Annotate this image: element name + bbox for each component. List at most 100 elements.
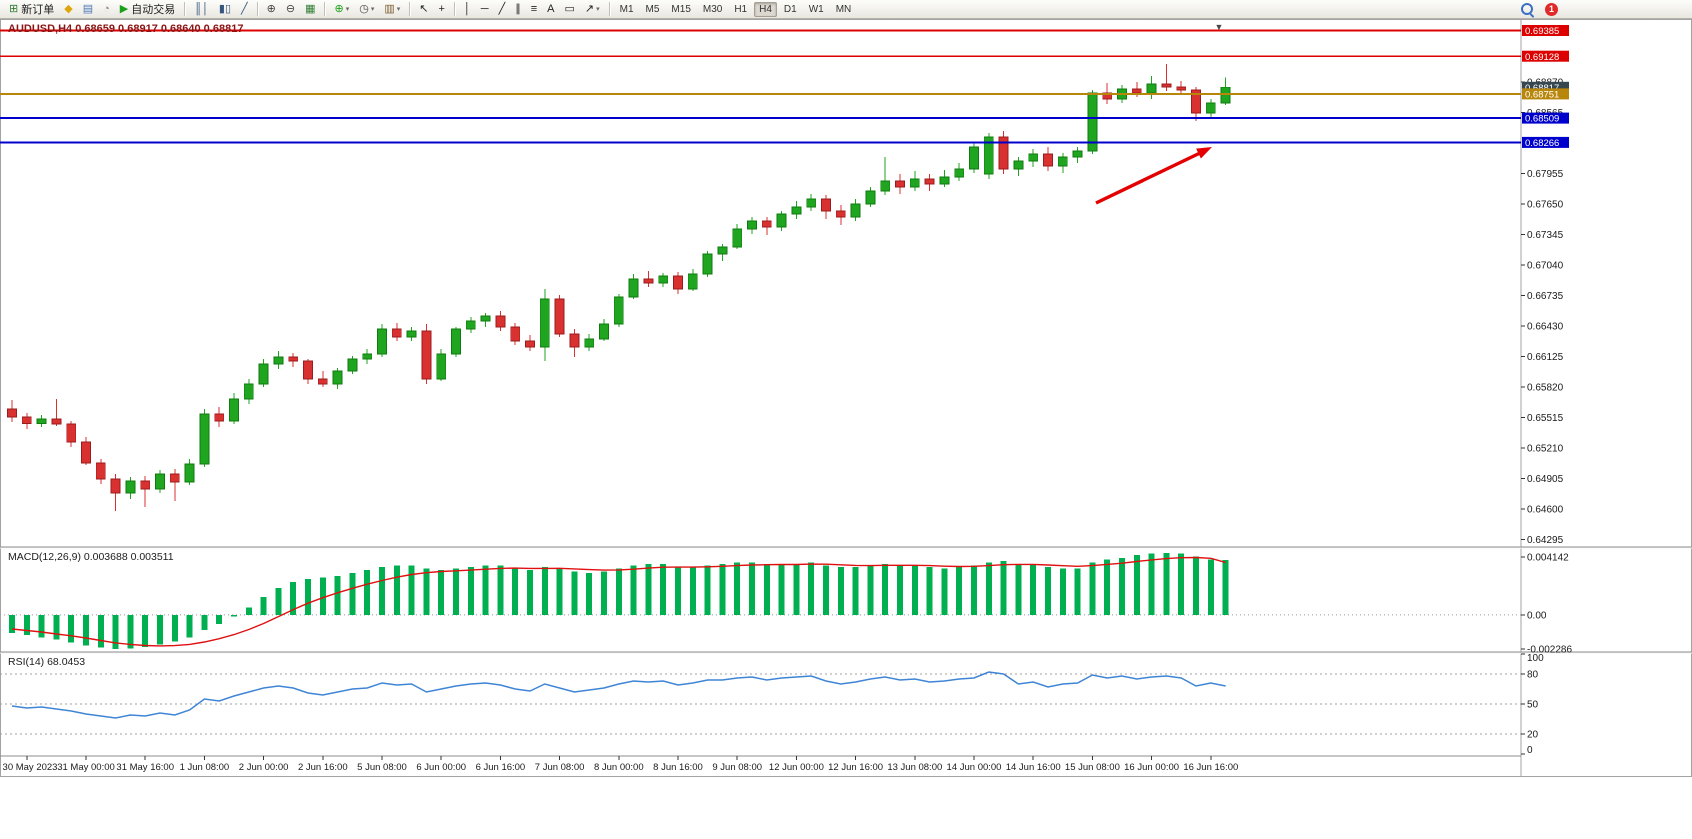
timeframe-W1[interactable]: W1 xyxy=(808,3,824,15)
svg-text:0.65820: 0.65820 xyxy=(1527,383,1564,394)
cursor-icon: ↖ xyxy=(419,2,429,15)
chart-shift-marker[interactable]: ▼ xyxy=(1215,22,1224,32)
time-label: 8 Jun 16:00 xyxy=(653,762,703,773)
metaeditor-button[interactable]: ◆ xyxy=(60,0,76,18)
svg-text:0.68751: 0.68751 xyxy=(1525,90,1559,101)
rsi-label: RSI(14) 68.0453 xyxy=(8,656,86,668)
chart-ohlc-title: AUDUSD,H4 0.68659 0.68917 0.68640 0.6881… xyxy=(8,23,244,35)
vertical-line-button[interactable]: │ xyxy=(460,0,475,18)
svg-text:0.004142: 0.004142 xyxy=(1527,553,1569,564)
fibonacci-button[interactable]: ≡ xyxy=(527,0,541,18)
tile-windows-button[interactable]: ▦ xyxy=(301,0,319,18)
time-label: 16 Jun 16:00 xyxy=(1183,762,1238,773)
label-button[interactable]: ▭ xyxy=(560,0,578,18)
timeframe-M5[interactable]: M5 xyxy=(645,3,660,15)
timeframe-M15[interactable]: M15 xyxy=(671,3,691,15)
zoom-in-button[interactable]: ⊕ xyxy=(263,0,280,18)
svg-text:-0.002286: -0.002286 xyxy=(1527,644,1572,655)
zoom-out-button[interactable]: ⊖ xyxy=(282,0,299,18)
chart-line-button[interactable]: ╱ xyxy=(237,0,252,18)
svg-text:0.66125: 0.66125 xyxy=(1527,352,1564,363)
indicators-button[interactable]: ⊕ ▾ xyxy=(330,0,353,18)
candlestick-icon: ▮▯ xyxy=(218,2,231,15)
text-button[interactable]: A xyxy=(543,0,558,18)
data-window-button[interactable]: ◔ xyxy=(99,0,114,18)
svg-text:100: 100 xyxy=(1527,653,1544,664)
price-tag-0.68751: 0.68751 xyxy=(1522,88,1569,101)
time-label: 1 Jun 08:00 xyxy=(180,762,230,773)
arrows-tool-button[interactable]: ↗ ▾ xyxy=(581,0,604,18)
metaeditor-icon: ◆ xyxy=(64,2,73,15)
notification-badge[interactable]: 1 xyxy=(1545,2,1558,16)
market-watch-button[interactable]: ▤ xyxy=(79,0,97,18)
chart-bars-button[interactable]: ║│ xyxy=(190,0,213,18)
timeframe-MN[interactable]: MN xyxy=(835,3,852,15)
time-label: 7 Jun 08:00 xyxy=(535,762,585,773)
timeframe-M30[interactable]: M30 xyxy=(702,3,723,15)
chevron-down-icon: ▾ xyxy=(370,6,375,13)
time-label: 30 May 2023 xyxy=(3,762,58,773)
svg-text:0.69128: 0.69128 xyxy=(1525,52,1559,63)
templates-button[interactable]: ▥ ▾ xyxy=(380,0,404,18)
rsi-panel: 100 80 50 20 0 xyxy=(0,653,1544,756)
chevron-down-icon: ▾ xyxy=(396,6,401,13)
toolbar: ⊞ 新订单 ◆ ▤ ◔ ▶ 自动交易 ║│ ▮▯ ╱ ⊕ ⊖ ▦ ⊕ ▾ ◷ ▾ ▥ ▾ ↖ + │ ─ ╱ ∥ ≡ A ▭ ↗ ▾ M1 M… xyxy=(0,0,1692,19)
crosshair-icon: + xyxy=(438,2,445,15)
autotrading-button[interactable]: ▶ 自动交易 xyxy=(116,0,179,18)
svg-text:0.68509: 0.68509 xyxy=(1525,114,1559,125)
time-label: 6 Jun 00:00 xyxy=(416,762,466,773)
price-tag-0.68509: 0.68509 xyxy=(1522,112,1569,125)
time-label: 2 Jun 16:00 xyxy=(298,762,348,773)
svg-text:0.67955: 0.67955 xyxy=(1527,169,1564,180)
toolbar-separator xyxy=(453,2,455,16)
bar-chart-icon: ║│ xyxy=(194,2,209,15)
time-label: 5 Jun 08:00 xyxy=(357,762,407,773)
svg-text:0.67650: 0.67650 xyxy=(1527,200,1564,211)
trend-arrow-annotation[interactable] xyxy=(1095,147,1212,205)
svg-text:0.64295: 0.64295 xyxy=(1527,535,1564,546)
timeframe-H4[interactable]: H4 xyxy=(754,1,777,17)
time-label: 14 Jun 00:00 xyxy=(947,762,1002,773)
timeframe-H1[interactable]: H1 xyxy=(734,3,748,15)
candles xyxy=(7,64,1231,511)
svg-text:0.65515: 0.65515 xyxy=(1527,413,1564,424)
time-label: 13 Jun 08:00 xyxy=(887,762,942,773)
svg-text:20: 20 xyxy=(1527,730,1539,741)
horizontal-line-button[interactable]: ─ xyxy=(477,0,493,18)
new-order-button[interactable]: ⊞ 新订单 xyxy=(5,0,58,18)
chevron-down-icon: ▾ xyxy=(345,6,350,13)
svg-text:0.65210: 0.65210 xyxy=(1527,444,1564,455)
macd-panel: 0.004142 0.00 -0.002286 xyxy=(0,553,1572,655)
timeframe-D1[interactable]: D1 xyxy=(783,3,797,15)
price-tag-0.68266: 0.68266 xyxy=(1522,136,1569,149)
autotrading-label: 自动交易 xyxy=(131,4,176,16)
time-axis[interactable]: 30 May 2023 31 May 00:00 31 May 16:00 1 Jun… xyxy=(3,756,1239,773)
text-icon: A xyxy=(547,2,555,15)
zoom-out-icon: ⊖ xyxy=(285,2,296,15)
time-label: 2 Jun 00:00 xyxy=(239,762,289,773)
timeframe-M1[interactable]: M1 xyxy=(619,3,634,15)
svg-text:0.67040: 0.67040 xyxy=(1527,261,1564,272)
toolbar-separator xyxy=(256,2,258,16)
cursor-button[interactable]: ↖ xyxy=(415,0,432,18)
periods-button[interactable]: ◷ ▾ xyxy=(355,0,378,18)
label-icon: ▭ xyxy=(564,2,575,15)
svg-text:0.00: 0.00 xyxy=(1527,610,1547,621)
horizontal-line-icon: ─ xyxy=(480,2,489,15)
time-label: 12 Jun 00:00 xyxy=(769,762,824,773)
time-label: 16 Jun 00:00 xyxy=(1124,762,1179,773)
search-icon[interactable] xyxy=(1521,3,1533,15)
svg-text:▼: ▼ xyxy=(1215,22,1224,32)
trendline-button[interactable]: ╱ xyxy=(495,0,510,18)
time-label: 14 Jun 16:00 xyxy=(1006,762,1061,773)
channel-icon: ∥ xyxy=(515,2,521,15)
crosshair-button[interactable]: + xyxy=(434,0,448,18)
channel-button[interactable]: ∥ xyxy=(511,0,525,18)
chart-candles-button[interactable]: ▮▯ xyxy=(215,0,235,18)
time-label: 6 Jun 16:00 xyxy=(476,762,526,773)
svg-text:0.64905: 0.64905 xyxy=(1527,474,1564,485)
price-tag-0.69385: 0.69385 xyxy=(1522,25,1569,37)
